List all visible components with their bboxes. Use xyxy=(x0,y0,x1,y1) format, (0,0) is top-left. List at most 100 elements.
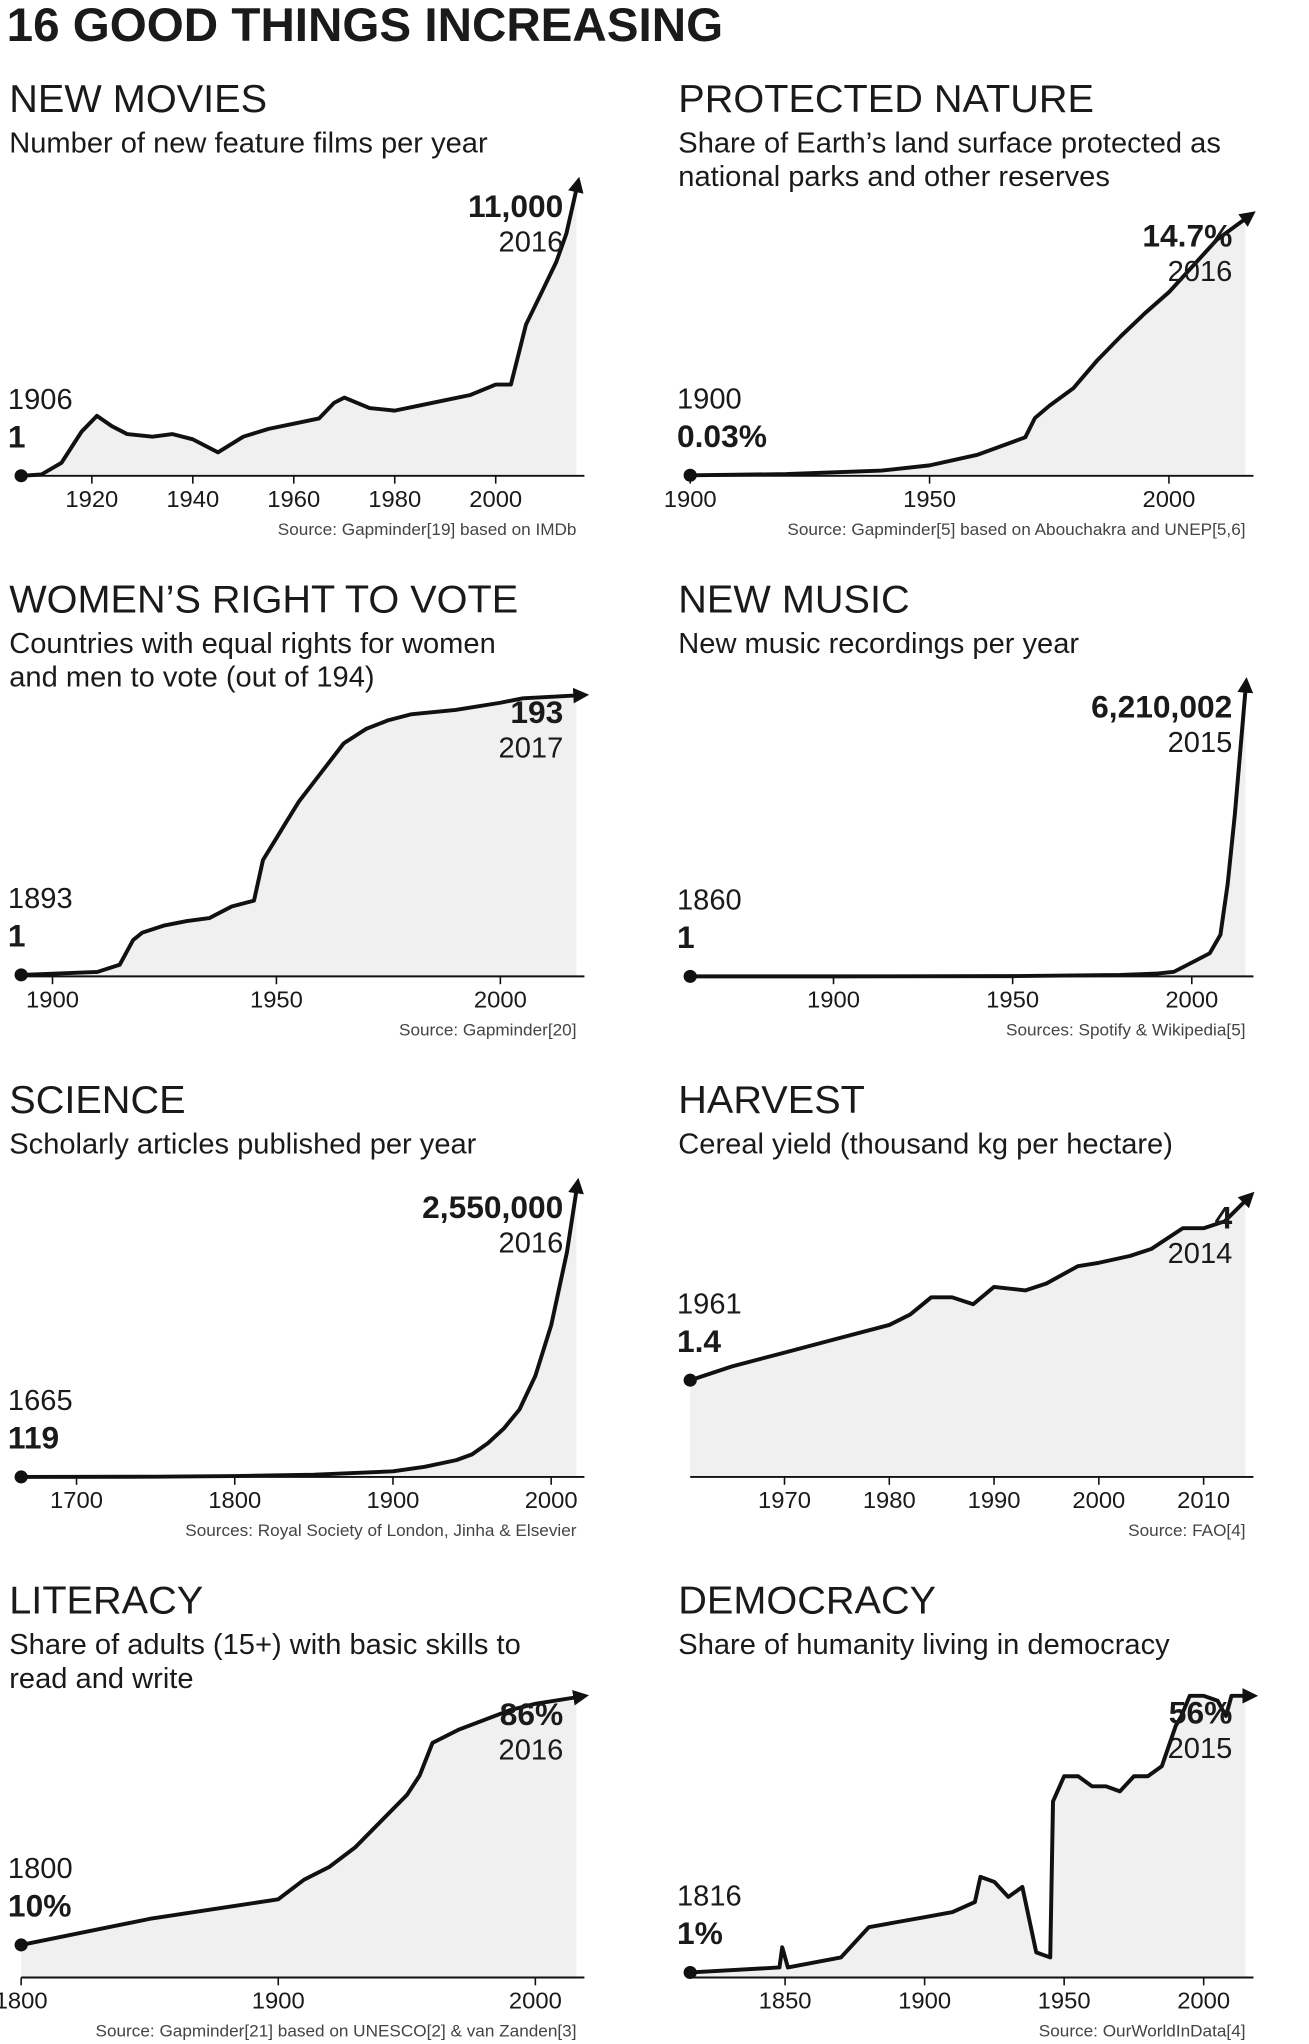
source: Source: OurWorldInData[4] xyxy=(1039,2022,1246,2041)
x-tick-label: 1970 xyxy=(758,1488,811,1514)
area xyxy=(690,1200,1246,1477)
line xyxy=(21,1177,584,1479)
start-value: 119 xyxy=(8,1420,59,1456)
x-tick-label: 1800 xyxy=(0,1989,48,2015)
chart-subtitle: Countries with equal rights for women xyxy=(9,628,496,660)
line xyxy=(21,687,590,977)
start-value: 1 xyxy=(8,419,26,455)
x-tick-label: 2000 xyxy=(1072,1488,1125,1514)
chart-subtitle: national parks and other reserves xyxy=(678,161,1110,193)
x-tick-label: 2000 xyxy=(469,487,522,513)
end-value: 6,210,002 xyxy=(1091,689,1232,725)
start-year: 1860 xyxy=(677,885,742,917)
start-year: 1800 xyxy=(8,1853,73,1885)
start-value: 1.4 xyxy=(677,1323,722,1359)
start-dot xyxy=(14,968,28,982)
x-tick-label: 2000 xyxy=(1165,987,1218,1013)
chart-title: NEW MOVIES xyxy=(9,77,267,121)
end-year: 2014 xyxy=(1168,1238,1233,1270)
area xyxy=(690,1695,1246,1978)
x-tick-label: 1960 xyxy=(267,487,320,513)
chart-title: NEW MUSIC xyxy=(678,578,909,622)
start-year: 1961 xyxy=(677,1289,742,1321)
chart-title: DEMOCRACY xyxy=(678,1579,936,1623)
area xyxy=(21,695,577,977)
start-dot xyxy=(683,1965,697,1980)
x-tick-label: 2010 xyxy=(1177,1488,1230,1514)
start-value: 1 xyxy=(677,919,695,955)
x-tick-label: 2000 xyxy=(1142,487,1195,513)
x-tick-label: 1900 xyxy=(898,1989,951,2015)
chart-title: LITERACY xyxy=(9,1579,203,1623)
start-year: 1906 xyxy=(8,384,73,416)
chart-subtitle: Share of Earth’s land surface protected … xyxy=(678,127,1221,159)
x-tick-label: 2000 xyxy=(474,987,527,1013)
source: Source: FAO[4] xyxy=(1128,1521,1245,1540)
x-tick-label: 1950 xyxy=(903,487,956,513)
end-value: 11,000 xyxy=(468,188,563,224)
end-value: 4 xyxy=(1215,1200,1233,1236)
start-value: 0.03% xyxy=(677,418,767,454)
start-value: 1 xyxy=(8,918,26,954)
x-tick-label: 2000 xyxy=(1177,1989,1230,2015)
end-year: 2016 xyxy=(499,1735,564,1767)
source: Source: Gapminder[21] based on UNESCO[2]… xyxy=(96,2022,577,2041)
source: Sources: Royal Society of London, Jinha … xyxy=(185,1521,577,1540)
end-year: 2017 xyxy=(499,733,564,765)
chart-subtitle: and men to vote (out of 194) xyxy=(9,662,374,694)
chart-title: HARVEST xyxy=(678,1078,865,1122)
area xyxy=(21,1697,577,1978)
chart-title: PROTECTED NATURE xyxy=(678,77,1094,121)
end-year: 2015 xyxy=(1168,1733,1233,1765)
end-year: 2016 xyxy=(1168,256,1233,288)
chart-subtitle: New music recordings per year xyxy=(678,628,1079,660)
end-value: 56% xyxy=(1169,1695,1232,1731)
chart-title: SCIENCE xyxy=(9,1078,185,1122)
x-tick-label: 1800 xyxy=(208,1488,261,1514)
area xyxy=(690,689,1246,977)
end-year: 2016 xyxy=(499,227,564,259)
chart-subtitle: Scholarly articles published per year xyxy=(9,1129,477,1161)
line xyxy=(690,1687,1259,1975)
x-tick-label: 1900 xyxy=(252,1989,305,2015)
x-tick-label: 1900 xyxy=(807,987,860,1013)
area xyxy=(690,218,1246,476)
start-value: 10% xyxy=(8,1888,71,1924)
end-year: 2015 xyxy=(1168,727,1233,759)
start-year: 1900 xyxy=(677,384,742,416)
source: Sources: Spotify & Wikipedia[5] xyxy=(1006,1021,1246,1040)
x-tick-label: 1900 xyxy=(664,487,717,513)
x-tick-label: 1900 xyxy=(366,1488,419,1514)
area xyxy=(21,189,577,476)
end-value: 14.7% xyxy=(1142,218,1232,254)
start-year: 1816 xyxy=(677,1881,742,1913)
source: Source: Gapminder[19] based on IMDb xyxy=(278,520,577,539)
start-dot xyxy=(14,1470,28,1484)
source: Source: Gapminder[5] based on Abouchakra… xyxy=(787,520,1245,539)
chart-subtitle: Cereal yield (thousand kg per hectare) xyxy=(678,1129,1173,1161)
line xyxy=(21,176,584,478)
end-value: 193 xyxy=(510,694,563,730)
end-value: 2,550,000 xyxy=(422,1189,563,1225)
start-dot xyxy=(14,1938,28,1952)
x-tick-label: 1940 xyxy=(166,487,219,513)
end-value: 86% xyxy=(500,1696,563,1732)
x-tick-label: 1950 xyxy=(1038,1989,1091,2015)
chart-title: WOMEN’S RIGHT TO VOTE xyxy=(9,578,518,622)
line xyxy=(690,677,1254,979)
x-tick-label: 1950 xyxy=(986,987,1039,1013)
line xyxy=(689,1191,1255,1383)
start-value: 1% xyxy=(677,1915,723,1951)
area xyxy=(21,1190,577,1477)
start-dot xyxy=(683,1373,697,1387)
x-tick-label: 1900 xyxy=(26,987,79,1013)
chart-subtitle: read and write xyxy=(9,1663,193,1695)
x-tick-label: 1700 xyxy=(50,1488,103,1514)
start-dot xyxy=(14,469,28,483)
x-tick-label: 2000 xyxy=(509,1989,562,2015)
end-year: 2016 xyxy=(499,1228,564,1260)
x-tick-label: 1850 xyxy=(759,1989,812,2015)
start-dot xyxy=(683,969,697,983)
start-dot xyxy=(683,468,697,482)
